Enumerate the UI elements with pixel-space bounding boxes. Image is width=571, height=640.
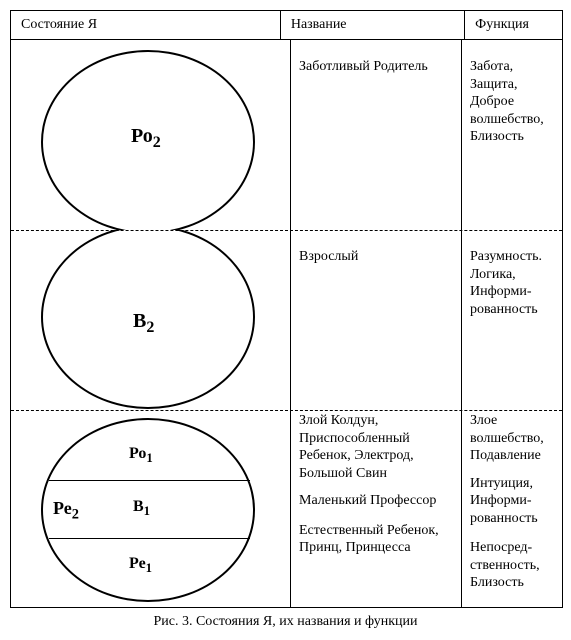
dashed-sep-2 [11,410,562,411]
state-section-2: В2 [11,230,290,410]
diagram-body: Ро2 В2 [11,40,562,607]
ellipse-3-top-label: Ро1 [129,445,153,466]
name-1: Заботливый Родитель [291,40,461,76]
state-column: Ро2 В2 [11,40,291,607]
ellipse-1-text: Ро [131,125,153,147]
name-3c: Естественный Ребенок, Принц, Принцесса [291,510,461,557]
ellipse-2-text: В [133,310,146,332]
name-section-1: Заботливый Родитель [291,40,461,230]
header-row: Состояние Я Название Функция [11,11,562,40]
func-section-3: Злое волшебство, Подавление Интуиция, Ин… [462,410,562,607]
name-section-2: Взрослый [291,230,461,410]
func-2: Разумность. Логика, Информи­рованность [462,230,562,318]
func-1: Забота, Защита, Доброе волшебство, Близо… [462,40,562,146]
func-3c: Непосред­ственность, Близость [462,527,562,592]
func-section-1: Забота, Защита, Доброе волшебство, Близо… [462,40,562,230]
table-frame: Состояние Я Название Функция Ро2 [10,10,563,608]
ellipse-1-sub: 2 [153,134,161,151]
ellipse-2-sub: 2 [146,319,154,336]
name-column: Заботливый Родитель Взрослый Злой Колдун… [291,40,461,607]
ellipse-1-label: Ро2 [131,125,161,152]
name-section-3: Злой Колдун, Приспособленный Ребенок, Эл… [291,410,461,607]
name-2: Взрослый [291,230,461,266]
ellipse-3-line-2 [49,538,250,539]
func-3a: Злое волшебство, Подавление [462,410,562,465]
header-name: Название [281,11,464,39]
func-section-2: Разумность. Логика, Информи­рованность [462,230,562,410]
func-column: Забота, Защита, Доброе волшебство, Близо… [461,40,562,607]
dashed-sep-1 [11,230,562,231]
ellipse-2-label: В2 [133,310,154,337]
figure-caption: Рис. 3. Состояния Я, их названия и функц… [10,608,561,630]
ellipse-3-left-label: Ре2 [53,498,79,524]
header-func: Функция [464,11,562,39]
name-3b: Маленький Профессор [291,482,461,510]
ellipse-3-line-1 [49,480,250,481]
name-3a: Злой Колдун, Приспособленный Ребенок, Эл… [291,410,461,482]
header-state: Состояние Я [11,11,281,39]
figure: Состояние Я Название Функция Ро2 [10,10,561,630]
state-section-1: Ро2 [11,40,290,230]
ellipse-3-mid-label: В1 [133,498,150,519]
state-section-3: Ро1 Ре2 В1 Ре1 [11,410,290,607]
func-3b: Интуиция, Информи­рованность [462,465,562,528]
ellipse-3-bottom-label: Ре1 [129,555,152,576]
